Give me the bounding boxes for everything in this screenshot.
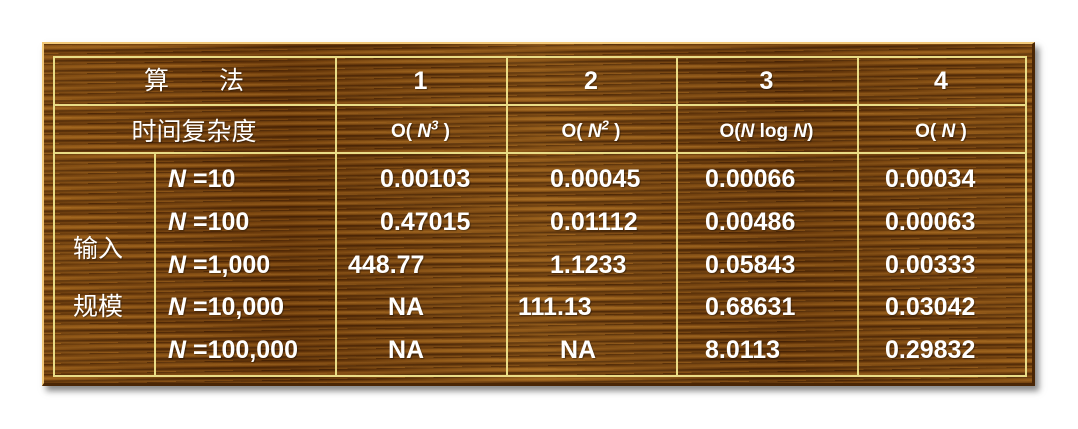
grid-line (506, 56, 508, 377)
complexity-2: O( N2 ) (506, 117, 676, 147)
grid-line (53, 152, 1027, 154)
n-var: N (168, 208, 187, 236)
table-cell: 0.00486 (705, 208, 796, 236)
complexity-1: O( N3 ) (335, 117, 506, 147)
table-cell: 448.77 (348, 251, 425, 279)
table-cell: 111.13 (518, 293, 592, 321)
row-n-label: N =10 (168, 164, 235, 194)
complexity-4: O( N ) (857, 117, 1025, 147)
table-cell: 0.00103 (380, 165, 471, 193)
n-var: N (168, 293, 187, 321)
complexity-text: O( (561, 121, 588, 142)
table-cell: NA (388, 336, 425, 364)
complexity-text: ) (438, 121, 450, 142)
table-cell: 1.1233 (550, 251, 627, 279)
complexity-exponent: 2 (601, 117, 609, 133)
complexity-var: N (793, 121, 808, 142)
table-cell: 0.00066 (705, 165, 796, 193)
table-cell: 8.0113 (705, 336, 781, 364)
complexity-var: N (740, 121, 755, 142)
complexity-text: O( (915, 121, 942, 142)
complexity-text: log (754, 121, 794, 142)
complexity-var: N (417, 121, 432, 142)
grid-line (53, 375, 1027, 377)
table-cell: NA (560, 336, 597, 364)
table-cell: 0.29832 (885, 336, 976, 364)
column-header-4: 4 (934, 67, 948, 95)
grid-line (335, 56, 337, 377)
n-value: =100 (186, 208, 250, 236)
grid-line (857, 56, 859, 377)
column-header-1: 1 (413, 67, 428, 95)
grid-line (53, 56, 55, 377)
n-var: N (168, 251, 187, 279)
complexity-table: 算 法 1 2 3 4 时间复杂度 O( N3 ) O( N2 ) O(N lo… (53, 56, 1027, 377)
table-cell: 0.00063 (885, 208, 976, 236)
grid-line (1025, 56, 1027, 377)
column-header-2: 2 (584, 67, 598, 95)
complexity-3: O(N log N) (676, 117, 857, 147)
complexity-var: N (941, 121, 956, 142)
table-cell: 0.05843 (705, 251, 796, 279)
table-cell: 0.00333 (885, 251, 976, 279)
table-cell: 0.47015 (380, 208, 471, 236)
n-value: =10 (186, 165, 236, 193)
grid-line (53, 56, 1027, 58)
grid-line (154, 152, 156, 377)
n-var: N (168, 165, 187, 193)
n-value: =1,000 (186, 251, 271, 279)
complexity-exponent: 3 (431, 117, 439, 133)
complexity-label: 时间复杂度 (131, 117, 257, 146)
input-size-label: 输入 (73, 234, 124, 263)
n-value: =100,000 (186, 336, 298, 364)
complexity-text: ) (807, 121, 814, 142)
table-cell: 0.00034 (885, 165, 976, 193)
wood-table-panel (42, 42, 1035, 386)
column-header-3: 3 (759, 67, 774, 95)
complexity-text: ) (608, 121, 621, 142)
table-cell: 0.03042 (885, 293, 976, 321)
algorithm-header: 算 法 (143, 66, 244, 95)
complexity-text: O( (391, 121, 418, 142)
grid-line (676, 56, 678, 377)
row-n-label: N =1,000 (168, 250, 270, 280)
table-cell: 0.01112 (550, 208, 638, 236)
grid-line (53, 104, 1027, 106)
table-cell: 0.00045 (550, 165, 641, 193)
complexity-text: ) (955, 121, 967, 142)
input-size-label: 规模 (73, 292, 124, 321)
complexity-var: N (587, 121, 602, 142)
table-cell: NA (388, 293, 425, 321)
row-n-label: N =100 (168, 207, 249, 237)
row-n-label: N =100,000 (168, 335, 298, 365)
row-n-label: N =10,000 (168, 292, 284, 322)
table-cell: 0.68631 (705, 293, 796, 321)
n-var: N (168, 336, 187, 364)
complexity-text: O( (719, 121, 741, 142)
n-value: =10,000 (186, 293, 285, 321)
